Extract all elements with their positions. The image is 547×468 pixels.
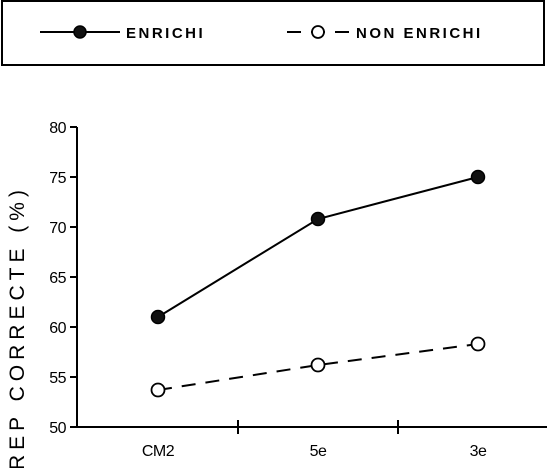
legend-label-non-enrichi: NON ENRICHI: [356, 25, 483, 42]
series-line-non-enrichi: [157, 343, 479, 391]
x-ticks: CM2 5e 3e: [142, 420, 488, 460]
legend-item-enrichi: ENRICHI: [40, 25, 205, 42]
y-tick-label: 50: [49, 420, 66, 437]
x-tick-label: 5e: [310, 443, 327, 460]
y-tick-label: 65: [49, 270, 66, 287]
data-point-non-enrichi: [470, 336, 486, 352]
y-tick-label: 60: [49, 320, 66, 337]
series-line-enrichi: [157, 176, 479, 318]
y-tick-label: 75: [49, 170, 66, 187]
x-tick-label: CM2: [142, 443, 175, 460]
series-group: [150, 169, 486, 398]
y-tick-label: 70: [49, 220, 66, 237]
data-point-enrichi: [150, 309, 166, 325]
x-tick-label: 3e: [470, 443, 487, 460]
legend-open-marker: [311, 25, 325, 39]
y-axis-label: REP CORRECTE (%): [6, 185, 29, 468]
data-point-enrichi: [310, 211, 326, 227]
legend-label-enrichi: ENRICHI: [126, 25, 205, 42]
legend-filled-marker: [73, 25, 87, 39]
data-point-non-enrichi: [310, 357, 326, 373]
legend-item-non-enrichi: NON ENRICHI: [287, 25, 483, 42]
y-ticks: 50 55 60 65 70 75 80: [49, 120, 77, 437]
y-tick-label: 55: [49, 370, 66, 387]
data-point-non-enrichi: [150, 382, 166, 398]
data-point-enrichi: [470, 169, 486, 185]
y-tick-label: 80: [49, 120, 66, 137]
